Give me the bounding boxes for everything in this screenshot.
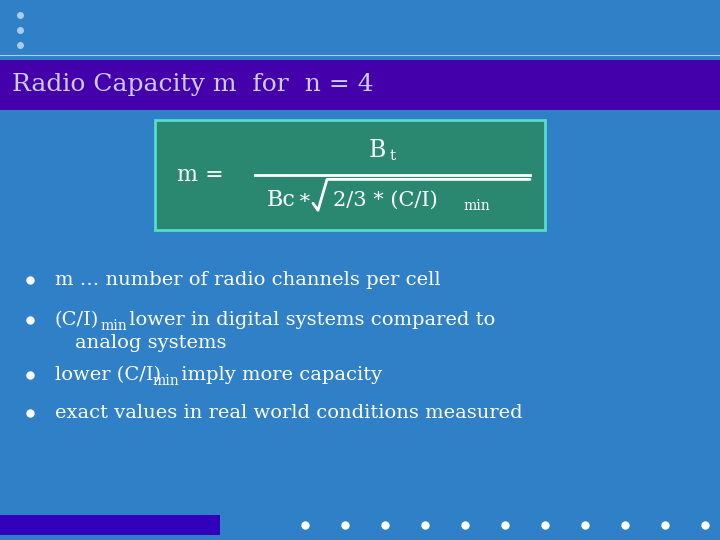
Bar <box>0 60 720 110</box>
Text: m =: m = <box>177 164 224 186</box>
Text: *: * <box>293 193 317 212</box>
Text: lower in digital systems compared to: lower in digital systems compared to <box>123 311 495 329</box>
Text: min: min <box>100 319 127 333</box>
Text: exact values in real world conditions measured: exact values in real world conditions me… <box>55 404 523 422</box>
Text: B: B <box>369 139 386 163</box>
Text: (C/I): (C/I) <box>55 311 99 329</box>
Bar <box>155 120 545 230</box>
Text: imply more capacity: imply more capacity <box>175 366 382 384</box>
Text: min: min <box>152 374 179 388</box>
Text: 2/3 * (C/I): 2/3 * (C/I) <box>333 191 438 210</box>
Text: min: min <box>463 199 490 213</box>
Text: t: t <box>390 149 396 163</box>
Text: lower (C/I): lower (C/I) <box>55 366 161 384</box>
Text: Bc: Bc <box>267 190 296 211</box>
Text: Radio Capacity m  for  n = 4: Radio Capacity m for n = 4 <box>12 73 374 97</box>
Bar <box>0 515 220 535</box>
Text: m … number of radio channels per cell: m … number of radio channels per cell <box>55 271 441 289</box>
Text: analog systems: analog systems <box>75 334 227 352</box>
